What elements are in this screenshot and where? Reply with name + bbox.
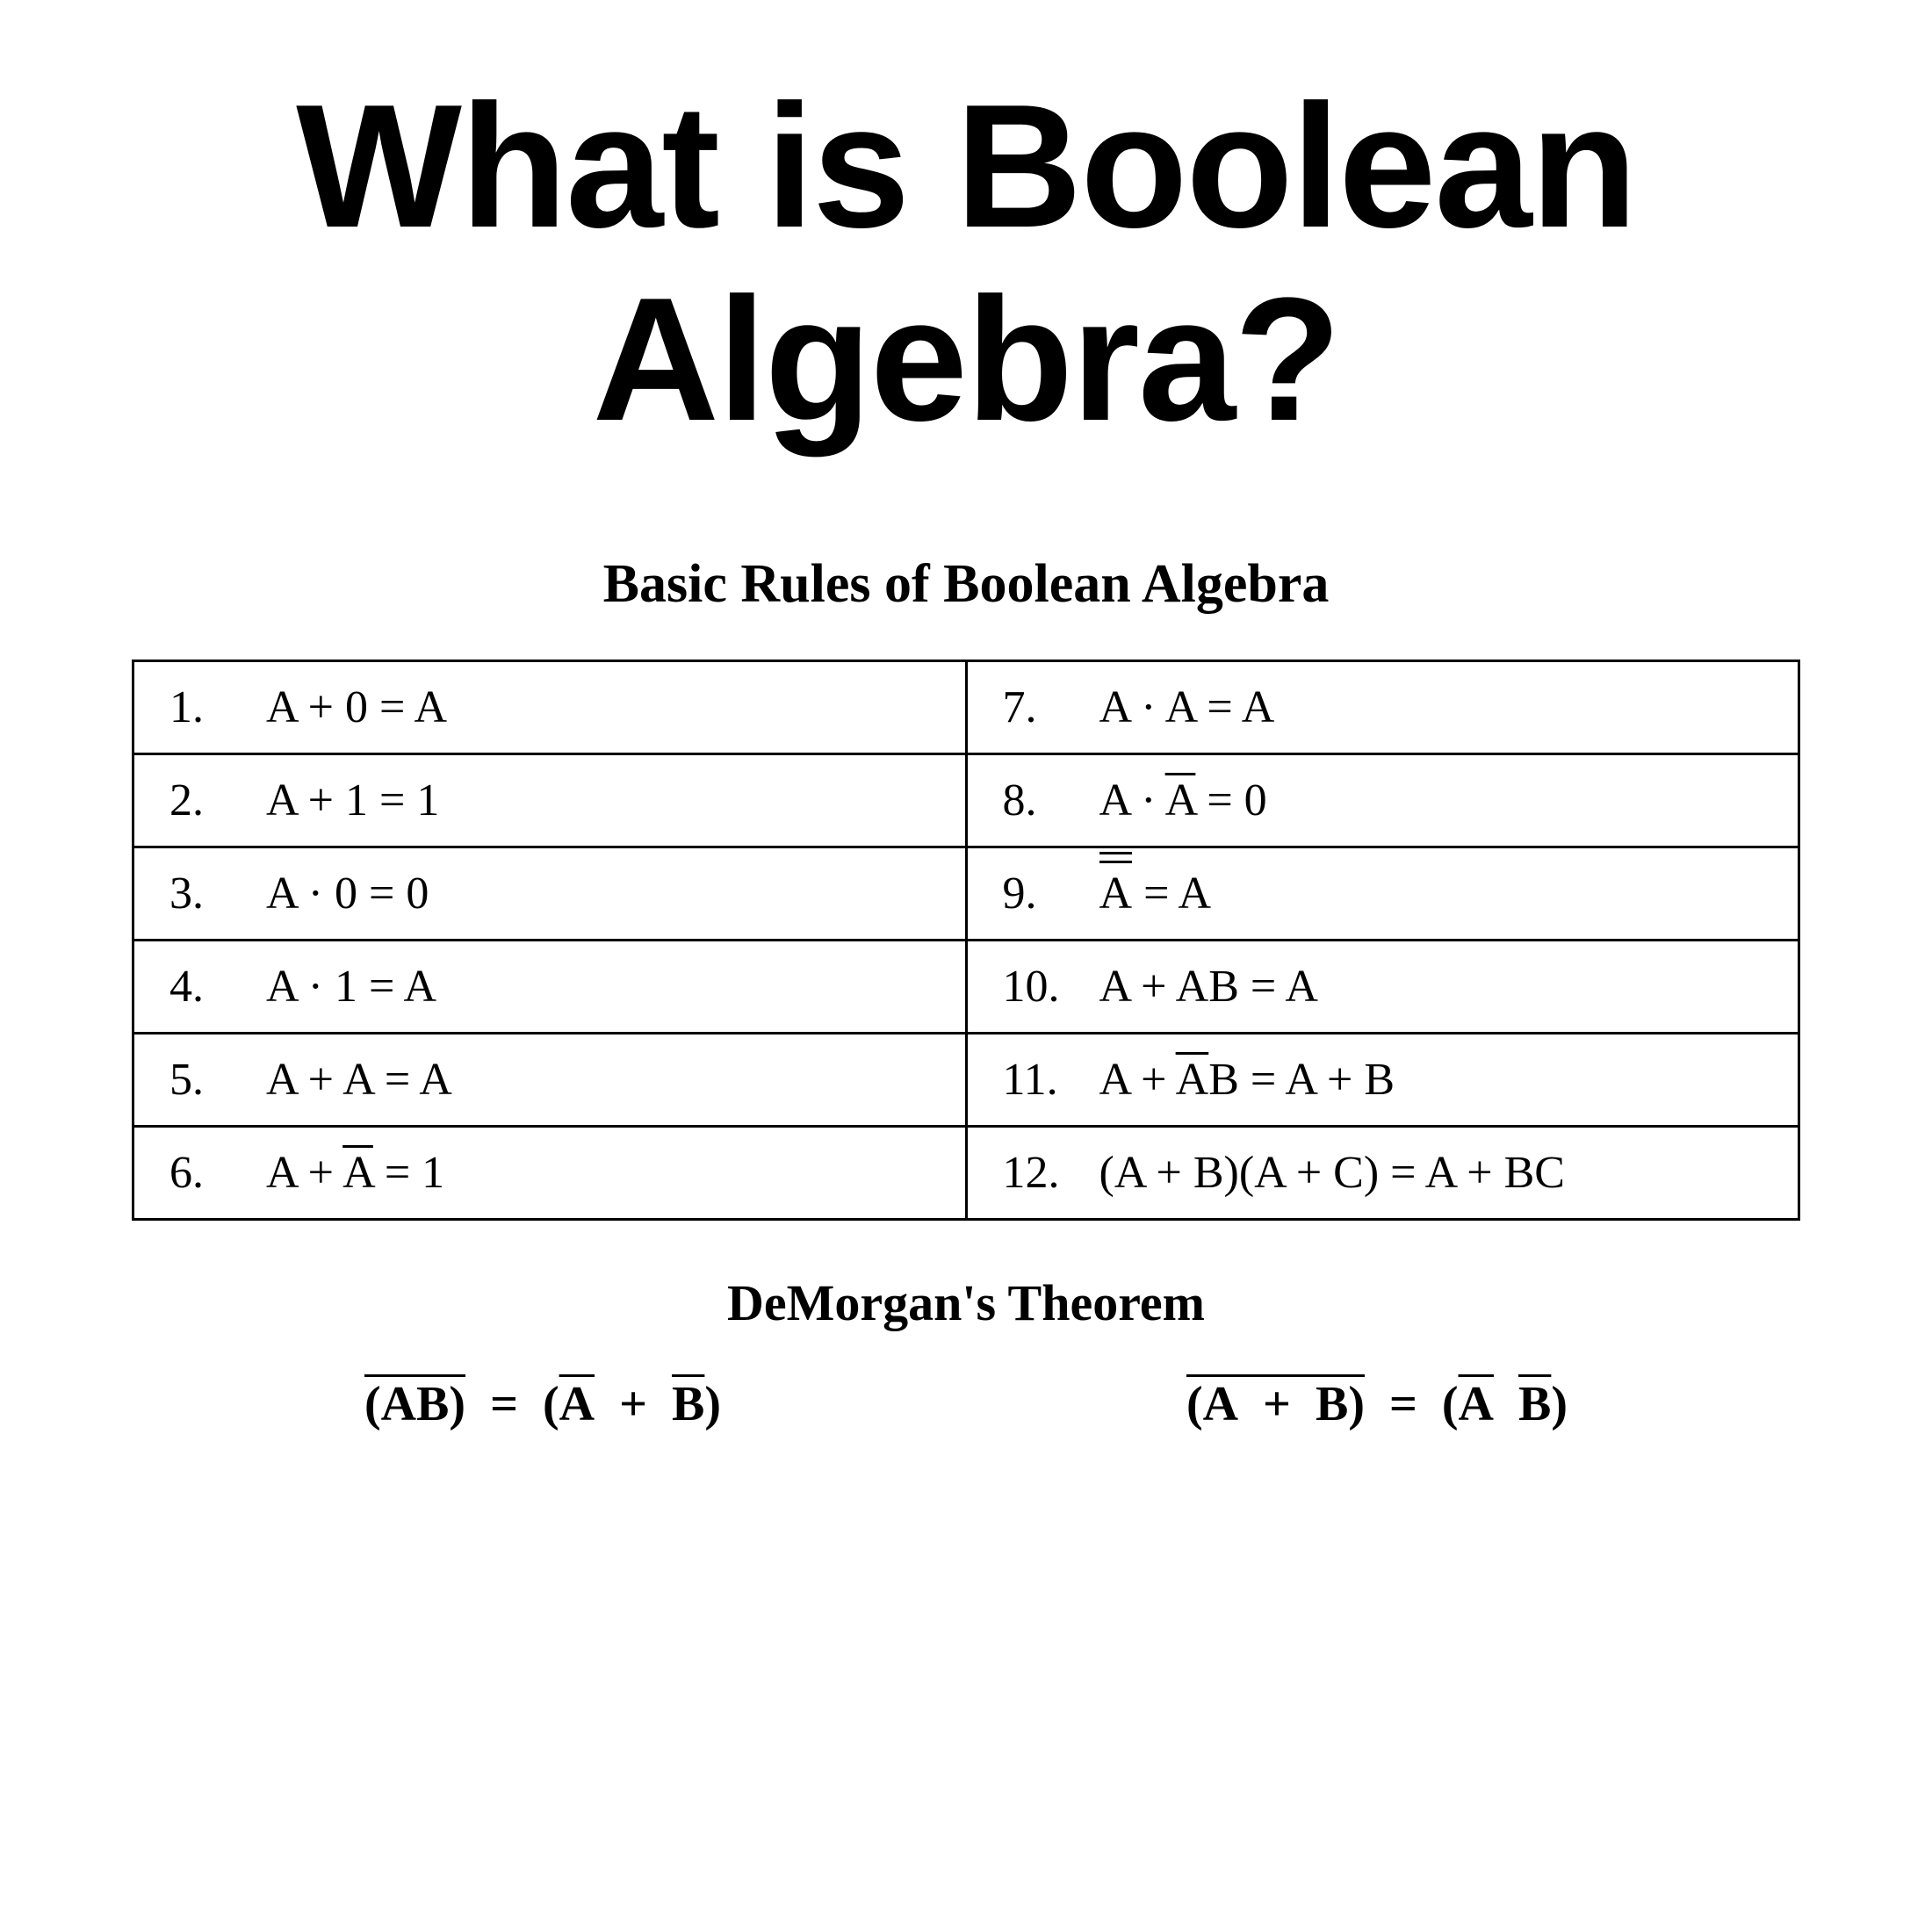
rule-cell-left: 5. A + A = A bbox=[133, 1034, 967, 1127]
rule-number: 3. bbox=[169, 868, 240, 919]
rule-cell-right: 11. A + AB = A + B bbox=[966, 1034, 1799, 1127]
rule-number: 5. bbox=[169, 1054, 240, 1106]
rule-expression: A · A = 0 bbox=[1099, 775, 1267, 825]
rule-expression: A + A = A bbox=[266, 1055, 452, 1105]
rule-cell-left: 3. A · 0 = 0 bbox=[133, 847, 967, 941]
rule-expression: A · 0 = 0 bbox=[266, 869, 429, 919]
rule-number: 7. bbox=[1003, 681, 1073, 733]
rule-cell-left: 1. A + 0 = A bbox=[133, 661, 967, 754]
rules-table: 1. A + 0 = A 7. A · A = A 2. A + 1 = 1 8. A · A… bbox=[132, 660, 1800, 1221]
rule-number: 9. bbox=[1003, 868, 1073, 919]
rule-expression: A + 0 = A bbox=[266, 682, 447, 732]
rule-expression: A + AB = A + B bbox=[1099, 1055, 1395, 1105]
rule-expression: (A + B)(A + C) = A + BC bbox=[1099, 1148, 1566, 1198]
rule-number: 4. bbox=[169, 961, 240, 1013]
rule-expression: A · A = A bbox=[1099, 682, 1275, 732]
rule-cell-right: 8. A · A = 0 bbox=[966, 754, 1799, 847]
table-row: 6. A + A = 1 12. (A + B)(A + C) = A + BC bbox=[133, 1127, 1799, 1220]
rule-cell-right: 12. (A + B)(A + C) = A + BC bbox=[966, 1127, 1799, 1220]
table-row: 5. A + A = A 11. A + AB = A + B bbox=[133, 1034, 1799, 1127]
main-title: What is Boolean Algebra? bbox=[296, 70, 1636, 457]
rule-cell-right: 10. A + AB = A bbox=[966, 941, 1799, 1034]
rule-number: 6. bbox=[169, 1147, 240, 1199]
demorgan-eq-2: (A + B) = (A B) bbox=[1186, 1376, 1568, 1432]
rule-cell-right: 9. A = A bbox=[966, 847, 1799, 941]
rule-number: 1. bbox=[169, 681, 240, 733]
rule-expression: A = A bbox=[1099, 869, 1212, 919]
title-line-1: What is Boolean bbox=[296, 68, 1636, 264]
rule-cell-left: 4. A · 1 = A bbox=[133, 941, 967, 1034]
rule-expression: A + A = 1 bbox=[266, 1148, 444, 1198]
demorgan-row: (AB) = (A + B) (A + B) = (A B) bbox=[132, 1376, 1800, 1432]
rule-number: 8. bbox=[1003, 775, 1073, 826]
rule-expression: A + 1 = 1 bbox=[266, 775, 439, 825]
table-row: 2. A + 1 = 1 8. A · A = 0 bbox=[133, 754, 1799, 847]
title-line-2: Algebra? bbox=[593, 262, 1340, 458]
rules-subtitle: Basic Rules of Boolean Algebra bbox=[603, 553, 1330, 616]
rule-cell-left: 2. A + 1 = 1 bbox=[133, 754, 967, 847]
rule-number: 11. bbox=[1003, 1054, 1073, 1106]
rule-cell-right: 7. A · A = A bbox=[966, 661, 1799, 754]
rule-number: 2. bbox=[169, 775, 240, 826]
table-row: 4. A · 1 = A 10. A + AB = A bbox=[133, 941, 1799, 1034]
table-row: 3. A · 0 = 0 9. A = A bbox=[133, 847, 1799, 941]
table-row: 1. A + 0 = A 7. A · A = A bbox=[133, 661, 1799, 754]
rule-cell-left: 6. A + A = 1 bbox=[133, 1127, 967, 1220]
demorgan-eq-1: (AB) = (A + B) bbox=[364, 1376, 721, 1432]
rule-expression: A + AB = A bbox=[1099, 962, 1318, 1012]
rule-number: 12. bbox=[1003, 1147, 1073, 1199]
page: What is Boolean Algebra? Basic Rules of … bbox=[0, 0, 1932, 1932]
rule-expression: A · 1 = A bbox=[266, 962, 436, 1012]
rule-number: 10. bbox=[1003, 961, 1073, 1013]
rules-table-body: 1. A + 0 = A 7. A · A = A 2. A + 1 = 1 8. A · A… bbox=[133, 661, 1799, 1220]
demorgan-title: DeMorgan's Theorem bbox=[727, 1273, 1205, 1332]
